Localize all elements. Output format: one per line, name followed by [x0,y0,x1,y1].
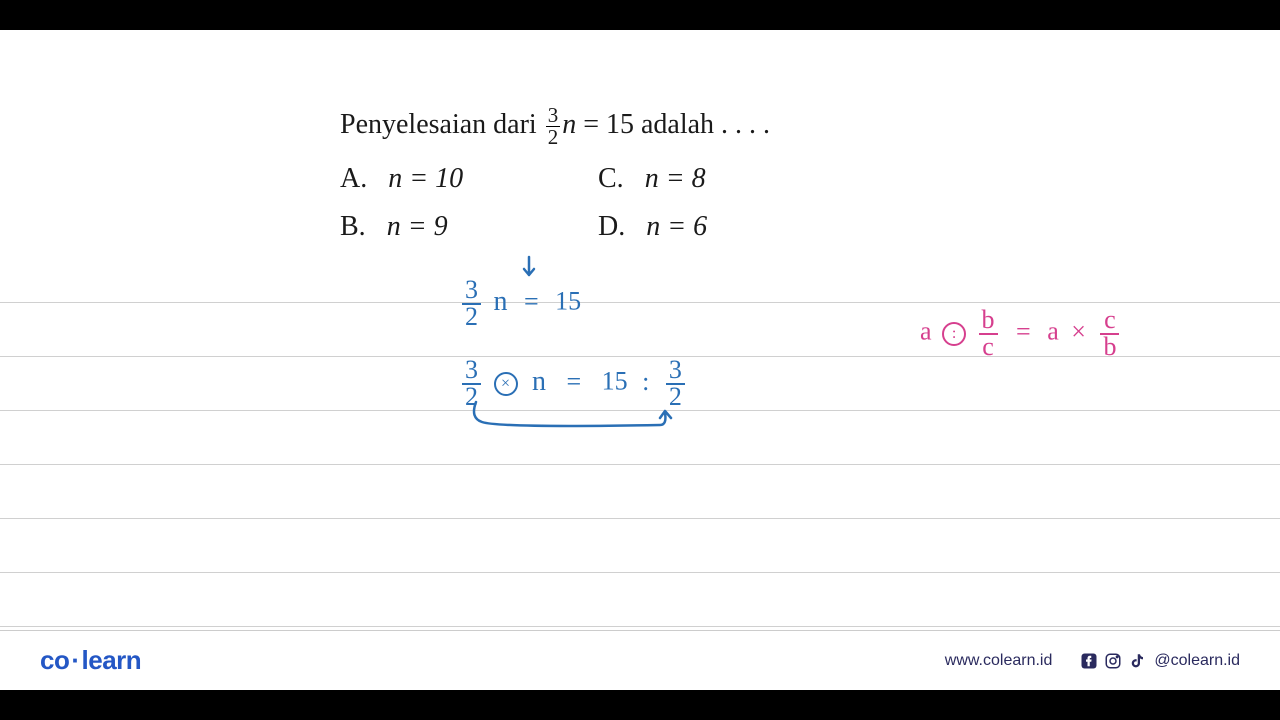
choice-c: C. n = 8 [598,155,856,203]
question-prefix: Penyelesaian dari [340,109,544,140]
ruled-line [0,572,1280,573]
social-handle: @colearn.id [1154,652,1240,670]
divide-circle-icon: : [942,322,966,346]
choice-d: D. n = 6 [598,203,856,251]
instagram-icon [1104,652,1122,670]
ruled-line [0,626,1280,627]
ruled-line [0,302,1280,303]
social-links: @colearn.id [1080,652,1240,670]
question-var: n [562,109,576,140]
question-text: Penyelesaian dari 32n = 15 adalah . . . … [340,105,770,148]
question-equals: = 15 adalah . . . . [576,109,770,140]
answer-choices: A. n = 10 C. n = 8 B. n = 9 D. n = 6 [340,155,856,250]
division-rule: a : bc = a × cb [920,308,1121,359]
footer-bar: co·learn www.colearn.id @colearn.id [0,630,1280,690]
choice-a: A. n = 10 [340,155,598,203]
ruled-line [0,518,1280,519]
tiktok-icon [1128,652,1146,670]
question-fraction: 32 [546,105,561,148]
footer-right: www.colearn.id @colearn.id [945,652,1240,670]
choice-b: B. n = 9 [340,203,598,251]
whiteboard-canvas: Penyelesaian dari 32n = 15 adalah . . . … [0,30,1280,690]
work-line-1: 32 n = 15 [460,278,581,329]
ruled-line [0,464,1280,465]
facebook-icon [1080,652,1098,670]
curve-arrow-icon [460,400,690,440]
colearn-logo: co·learn [40,645,141,676]
footer-url: www.colearn.id [945,652,1053,670]
times-circle-icon: × [494,372,518,396]
